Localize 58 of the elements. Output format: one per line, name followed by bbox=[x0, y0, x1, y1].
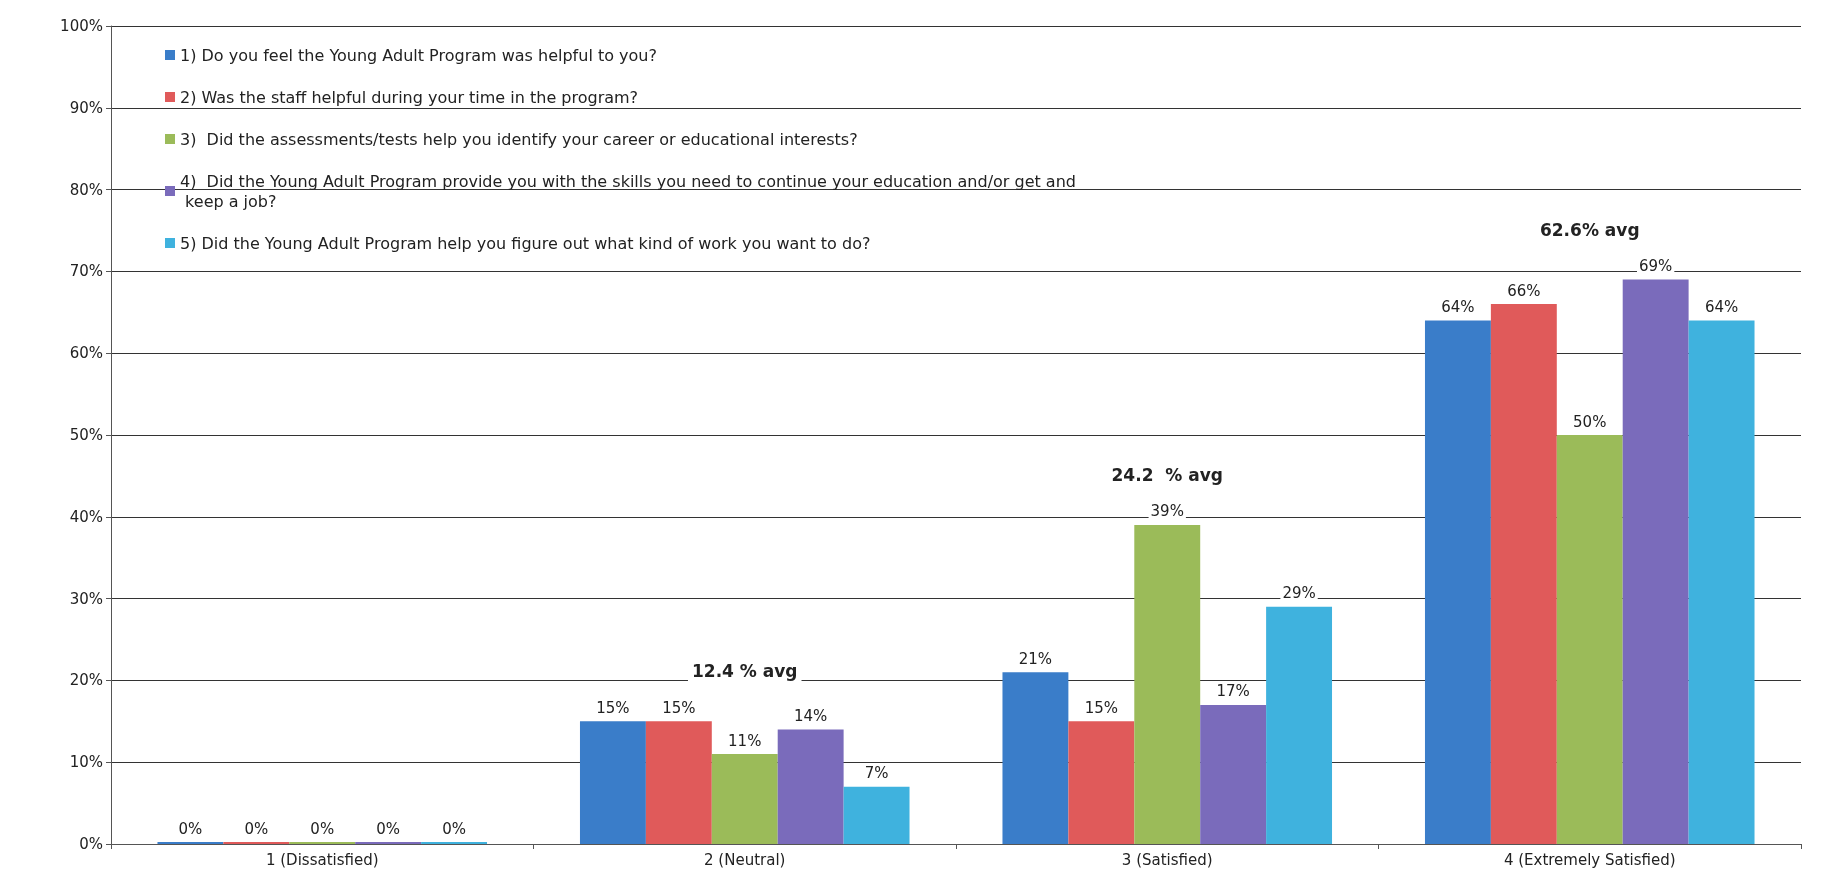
y-tick-label: 90% bbox=[69, 98, 103, 117]
data-label: 0% bbox=[310, 819, 335, 838]
data-label: 39% bbox=[1150, 502, 1184, 521]
bar bbox=[711, 754, 778, 844]
legend-label: 5) Did the Young Adult Program help you figure out what kind of work you want to do? bbox=[180, 233, 871, 253]
data-label: 11% bbox=[728, 731, 762, 750]
x-tick-label: 1 (Dissatisfied) bbox=[265, 850, 379, 869]
annotation: 62.6% avg bbox=[1539, 219, 1640, 240]
bar bbox=[1134, 524, 1201, 844]
x-tick-label: 3 (Satisfied) bbox=[1121, 850, 1213, 869]
data-label: 0% bbox=[178, 819, 203, 838]
bar bbox=[843, 786, 910, 844]
data-label: 50% bbox=[1573, 412, 1607, 431]
legend-label: 4) Did the Young Adult Program provide you with the skills you need to continue your education and/or get and keep a job? bbox=[180, 171, 1076, 211]
data-label: 17% bbox=[1216, 682, 1250, 701]
data-label: 7% bbox=[864, 764, 889, 783]
bar bbox=[1068, 721, 1135, 844]
bar bbox=[1622, 279, 1689, 844]
bar bbox=[1002, 672, 1069, 844]
annotation: 24.2 % avg bbox=[1111, 464, 1223, 485]
data-label: 66% bbox=[1507, 281, 1541, 300]
x-tick-label: 4 (Extremely Satisfied) bbox=[1503, 850, 1676, 869]
y-tick-label: 30% bbox=[69, 589, 103, 608]
legend-label: 2) Was the staff helpful during your time in the program? bbox=[180, 87, 639, 107]
data-label: 0% bbox=[442, 819, 466, 838]
y-tick-label: 80% bbox=[69, 180, 103, 199]
bar bbox=[777, 729, 844, 844]
y-tick-label: 70% bbox=[69, 262, 103, 281]
y-tick-label: 0% bbox=[79, 835, 103, 853]
data-label: 21% bbox=[1018, 649, 1053, 668]
bar bbox=[645, 721, 712, 844]
annotation: 12.4 % avg bbox=[691, 661, 798, 682]
data-label: 29% bbox=[1282, 584, 1316, 603]
data-label: 0% bbox=[376, 819, 401, 838]
y-tick-label: 40% bbox=[69, 507, 103, 526]
bar bbox=[1688, 320, 1755, 844]
data-label: 64% bbox=[1704, 297, 1739, 316]
legend-label: 3) Did the assessments/tests help you identify your career or educational interests? bbox=[180, 129, 858, 149]
y-tick-label: 100% bbox=[60, 17, 103, 35]
bar bbox=[1266, 606, 1333, 844]
data-label: 14% bbox=[793, 706, 828, 725]
bar bbox=[1424, 320, 1491, 844]
data-label: 69% bbox=[1638, 257, 1673, 276]
bar bbox=[1556, 435, 1623, 844]
data-label: 64% bbox=[1441, 297, 1475, 316]
data-label: 15% bbox=[1084, 698, 1119, 717]
bar bbox=[1200, 704, 1267, 844]
bar bbox=[579, 721, 646, 844]
data-label: 15% bbox=[662, 698, 696, 717]
data-label: 15% bbox=[596, 698, 630, 717]
y-tick-label: 20% bbox=[69, 671, 103, 690]
y-tick-label: 50% bbox=[69, 426, 103, 444]
legend-label: 1) Do you feel the Young Adult Program was helpful to you? bbox=[180, 45, 657, 65]
data-label: 0% bbox=[244, 819, 269, 838]
y-tick-label: 10% bbox=[69, 753, 103, 772]
bar bbox=[1490, 304, 1557, 844]
y-tick-label: 60% bbox=[69, 344, 103, 363]
x-tick-label: 2 (Neutral) bbox=[704, 850, 786, 869]
